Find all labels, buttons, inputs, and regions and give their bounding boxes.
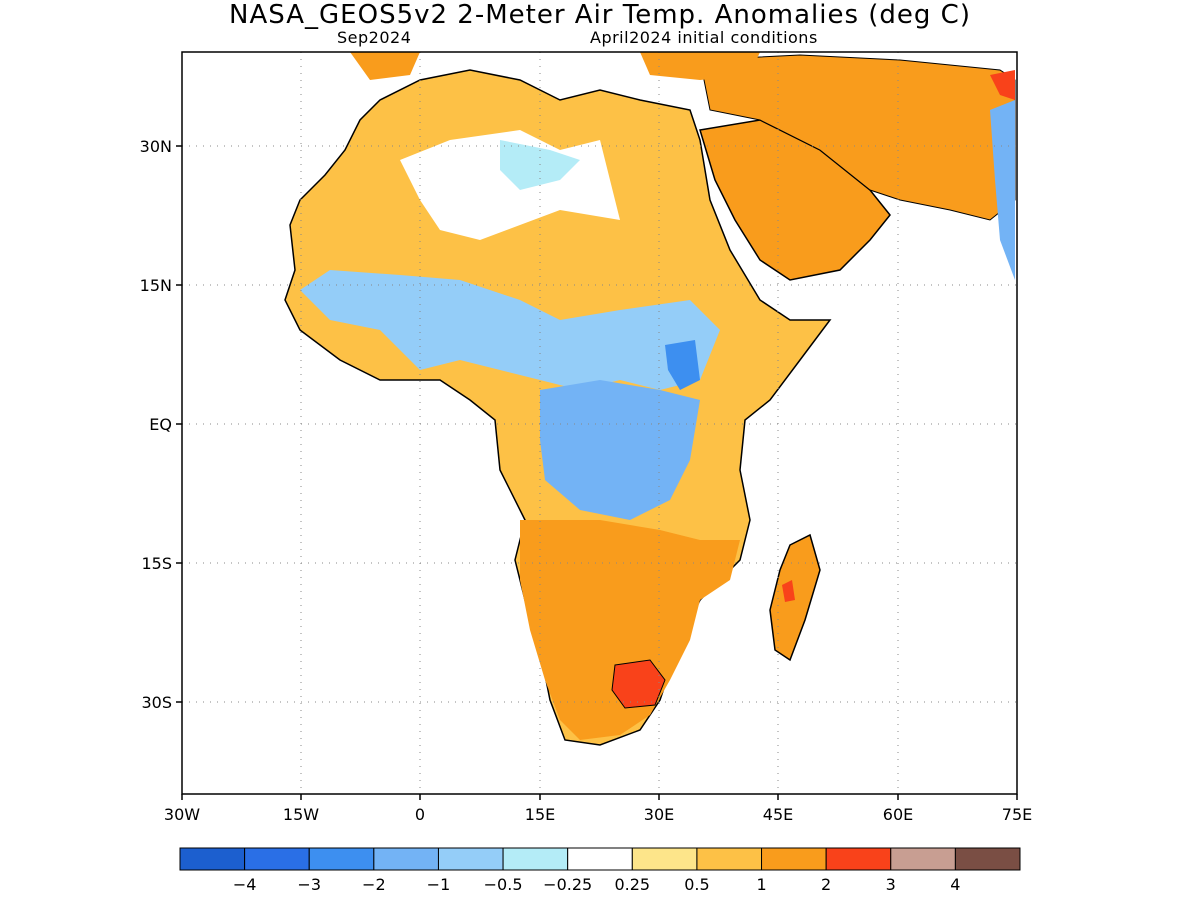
east-africa-cool-spot xyxy=(665,340,700,390)
lon-label-0: 0 xyxy=(415,805,425,824)
colorbar-tick-label: 0.5 xyxy=(684,875,709,894)
asia-cool-edge xyxy=(990,100,1015,280)
lon-label-75e: 75E xyxy=(1002,805,1032,824)
colorbar-swatch xyxy=(696,847,763,871)
colorbar-swatch xyxy=(373,847,439,871)
iran-hot-spot xyxy=(990,70,1015,100)
map-plot-area: 30N 15N EQ 15S 30S 30W 15W 0 15E 30E 45E… xyxy=(140,51,1032,824)
colorbar-tick-label: 4 xyxy=(950,875,960,894)
colorbar-tick-label: 3 xyxy=(886,875,896,894)
lon-label-30w: 30W xyxy=(164,805,200,824)
lat-label-30n: 30N xyxy=(140,137,172,156)
colorbar-tick-label: −1 xyxy=(427,875,451,894)
colorbar-swatch xyxy=(761,847,827,871)
lon-label-30e: 30E xyxy=(644,805,674,824)
lon-label-60e: 60E xyxy=(883,805,913,824)
lat-label-eq: EQ xyxy=(149,415,172,434)
lon-label-15e: 15E xyxy=(525,805,555,824)
madagascar xyxy=(769,533,821,662)
map-border xyxy=(181,51,1018,795)
lat-label-15s: 15S xyxy=(141,554,172,573)
lon-label-45e: 45E xyxy=(763,805,793,824)
colorbar-tick-label: −4 xyxy=(233,875,257,894)
colorbar-tick-label: 2 xyxy=(821,875,831,894)
med-europe-warm xyxy=(640,52,760,80)
chart-title: NASA_GEOS5v2 2-Meter Air Temp. Anomalies… xyxy=(229,0,971,30)
south-europe-warm xyxy=(350,52,420,80)
central-africa-cool xyxy=(540,380,700,520)
middle-east-warm xyxy=(699,54,1016,221)
colorbar-tick-label: −0.25 xyxy=(543,875,592,894)
lat-label-30s: 30S xyxy=(141,693,172,712)
chart-subtitle-init: April2024 initial conditions xyxy=(590,28,818,47)
colorbar-swatch xyxy=(890,847,956,871)
colorbar-swatch xyxy=(244,847,310,871)
colorbar-tick-label: 0.25 xyxy=(614,875,650,894)
colorbar-swatch xyxy=(631,847,698,871)
grid-lines xyxy=(182,52,1017,794)
colorbar-swatch xyxy=(567,847,633,871)
colorbar-swatch xyxy=(179,847,246,871)
chart-subtitle-date: Sep2024 xyxy=(337,28,412,47)
madagascar-hot-spot xyxy=(782,580,795,602)
colorbar-swatch xyxy=(437,847,504,871)
colorbar-tick-label: −3 xyxy=(297,875,321,894)
axis-ticks xyxy=(176,145,1018,800)
sahel-cool-band xyxy=(300,270,720,390)
colorbar-swatch xyxy=(954,847,1021,871)
colorbar-swatch xyxy=(308,847,375,871)
colorbar-tick-label: −2 xyxy=(362,875,386,894)
lat-label-15n: 15N xyxy=(140,276,172,295)
lon-label-15w: 15W xyxy=(283,805,319,824)
colorbar-swatch xyxy=(825,847,892,871)
south-africa-hot-spot xyxy=(611,659,666,709)
colorbar-labels: −4 −3 −2 −1 −0.5 −0.25 0.25 0.5 1 2 3 4 xyxy=(233,875,961,894)
colorbar xyxy=(179,847,1021,871)
southern-africa-warm xyxy=(520,520,740,740)
colorbar-swatch xyxy=(502,847,569,871)
colorbar-tick-label: −0.5 xyxy=(484,875,523,894)
colorbar-tick-label: 1 xyxy=(756,875,766,894)
